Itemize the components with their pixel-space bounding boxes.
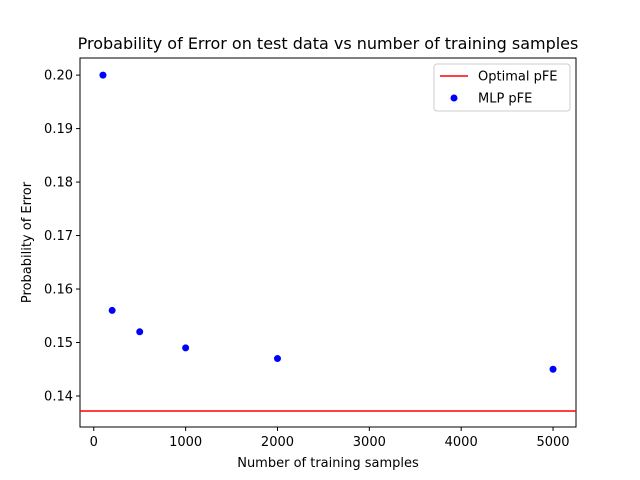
y-tick-label: 0.15 [44, 336, 73, 351]
mlp-pfe-point [108, 306, 116, 314]
legend-label: MLP pFE [478, 92, 532, 107]
mlp-pfe-point [182, 344, 190, 352]
y-tick-label: 0.19 [44, 122, 73, 137]
x-tick-label: 4000 [445, 435, 478, 450]
y-tick-label: 0.17 [44, 229, 73, 244]
axes-frame [79, 57, 577, 428]
y-tick-label: 0.18 [44, 176, 73, 191]
legend-marker-swatch [450, 94, 458, 102]
legend: Optimal pFE MLP pFE [433, 63, 571, 112]
chart-title: Probability of Error on test data vs num… [78, 34, 579, 53]
mlp-pfe-point [273, 355, 281, 363]
x-tick-label: 2000 [261, 435, 294, 450]
x-tick-label: 5000 [536, 435, 569, 450]
y-axis-ticks: 0.14 0.15 0.16 0.17 0.18 0.19 0.20 [44, 69, 80, 404]
y-tick-label: 0.16 [44, 283, 73, 298]
x-tick-label: 0 [90, 435, 98, 450]
x-axis-title: Number of training samples [237, 456, 419, 471]
y-tick-label: 0.14 [44, 389, 73, 404]
mlp-pfe-point [549, 365, 557, 373]
legend-label: Optimal pFE [478, 70, 558, 85]
x-tick-label: 1000 [169, 435, 202, 450]
mlp-pfe-point [136, 328, 144, 336]
mlp-pfe-point [99, 71, 107, 79]
x-tick-label: 3000 [353, 435, 386, 450]
x-axis-ticks: 0 1000 2000 3000 4000 5000 [90, 427, 570, 450]
plot-area [79, 57, 577, 428]
y-tick-label: 0.20 [44, 69, 73, 84]
y-axis-title: Probability of Error [20, 181, 35, 303]
